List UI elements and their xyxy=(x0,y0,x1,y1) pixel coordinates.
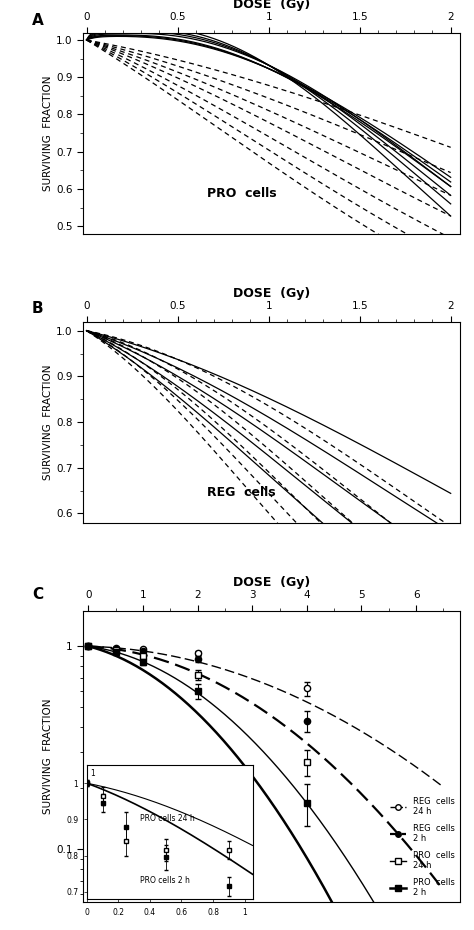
Y-axis label: SURVIVING  FRACTION: SURVIVING FRACTION xyxy=(43,75,53,191)
Y-axis label: SURVIVING  FRACTION: SURVIVING FRACTION xyxy=(43,365,53,480)
Y-axis label: SURVIVING  FRACTION: SURVIVING FRACTION xyxy=(43,698,53,814)
Text: PRO  cells: PRO cells xyxy=(207,188,277,201)
X-axis label: DOSE  (Gy): DOSE (Gy) xyxy=(233,287,310,300)
Text: B: B xyxy=(32,301,44,316)
Legend: REG  cells
24 h, REG  cells
2 h, PRO  cells
24 h, PRO  cells
2 h: REG cells 24 h, REG cells 2 h, PRO cells… xyxy=(386,793,458,900)
X-axis label: DOSE  (Gy): DOSE (Gy) xyxy=(233,576,310,589)
Text: C: C xyxy=(32,587,43,602)
X-axis label: DOSE  (Gy): DOSE (Gy) xyxy=(233,0,310,11)
Text: REG  cells: REG cells xyxy=(207,486,276,499)
Text: A: A xyxy=(32,12,44,28)
